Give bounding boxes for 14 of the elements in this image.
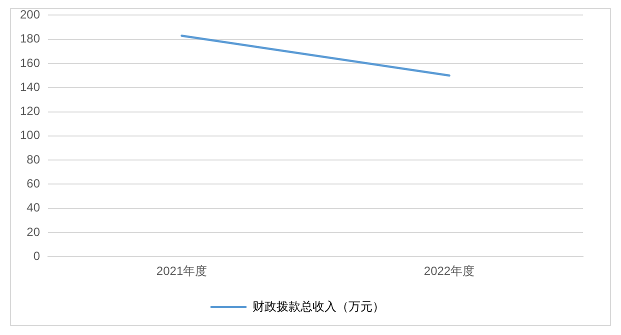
y-tick-label: 40 [26, 200, 40, 215]
x-tick-label: 2021年度 [156, 264, 208, 278]
x-tick-label: 2022年度 [424, 264, 475, 278]
y-tick-label: 60 [26, 176, 40, 190]
y-tick-label: 120 [20, 104, 40, 118]
y-tick-label: 160 [20, 56, 40, 70]
y-tick-label: 0 [33, 248, 40, 263]
y-tick-label: 200 [20, 8, 40, 22]
y-tick-label: 180 [20, 32, 40, 46]
y-tick-label: 80 [26, 152, 40, 166]
y-tick-label: 100 [20, 128, 40, 142]
legend-label: 财政拨款总收入（万元） [252, 299, 384, 314]
y-tick-label: 140 [20, 80, 40, 94]
y-tick-label: 20 [26, 224, 40, 239]
